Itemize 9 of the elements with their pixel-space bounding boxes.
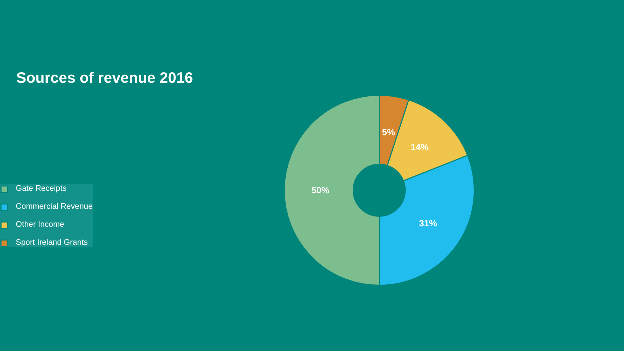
chart-title: Sources of revenue 2016 [16,70,194,87]
legend-label: Other Income [16,220,64,229]
legend-label: Gate Receipts [16,184,67,193]
data-label: 50% [312,186,330,196]
data-label: 5% [382,127,396,138]
data-label: 14% [410,142,429,153]
data-label: 31% [419,218,438,229]
legend-label: Commercial Revenue [16,202,93,211]
legend-label: Sport Ireland Grants [16,238,88,247]
